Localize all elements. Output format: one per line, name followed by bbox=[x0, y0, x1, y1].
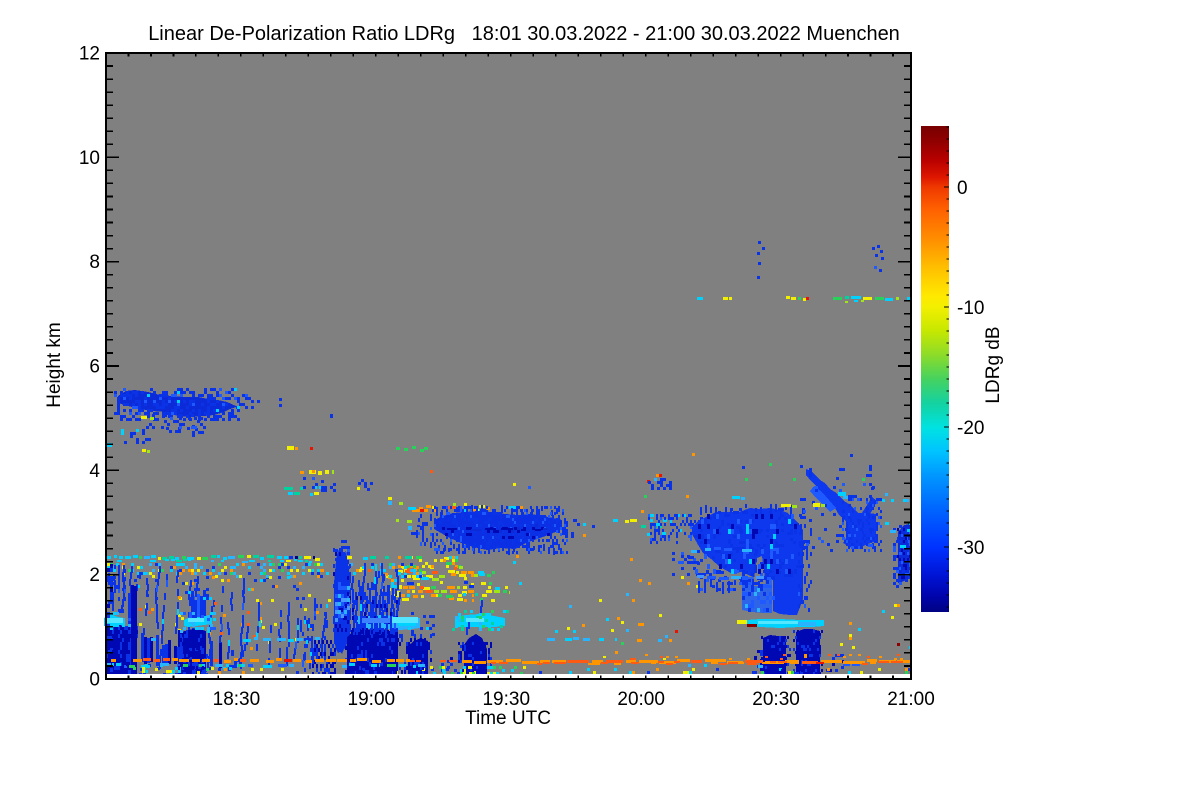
svg-text:19:00: 19:00 bbox=[348, 689, 396, 710]
svg-text:18:30: 18:30 bbox=[213, 689, 261, 710]
svg-text:19:30: 19:30 bbox=[482, 689, 530, 710]
svg-text:-10: -10 bbox=[957, 298, 984, 319]
svg-text:Linear De-Polarization Ratio L: Linear De-Polarization Ratio LDRg 18:01 … bbox=[148, 23, 900, 45]
svg-text:8: 8 bbox=[89, 252, 100, 273]
svg-text:4: 4 bbox=[89, 461, 100, 482]
svg-text:0: 0 bbox=[89, 670, 100, 691]
svg-text:0: 0 bbox=[957, 178, 968, 199]
svg-text:2: 2 bbox=[89, 565, 100, 586]
svg-text:-30: -30 bbox=[957, 538, 984, 559]
svg-text:12: 12 bbox=[79, 44, 100, 65]
svg-text:21:00: 21:00 bbox=[887, 689, 935, 710]
svg-text:20:00: 20:00 bbox=[617, 689, 665, 710]
svg-text:LDRg dB: LDRg dB bbox=[983, 326, 1004, 403]
svg-text:Time UTC: Time UTC bbox=[465, 708, 551, 729]
svg-text:10: 10 bbox=[79, 148, 100, 169]
svg-text:Height km: Height km bbox=[44, 322, 65, 408]
svg-text:6: 6 bbox=[89, 357, 100, 378]
svg-text:-20: -20 bbox=[957, 418, 984, 439]
svg-text:20:30: 20:30 bbox=[752, 689, 800, 710]
